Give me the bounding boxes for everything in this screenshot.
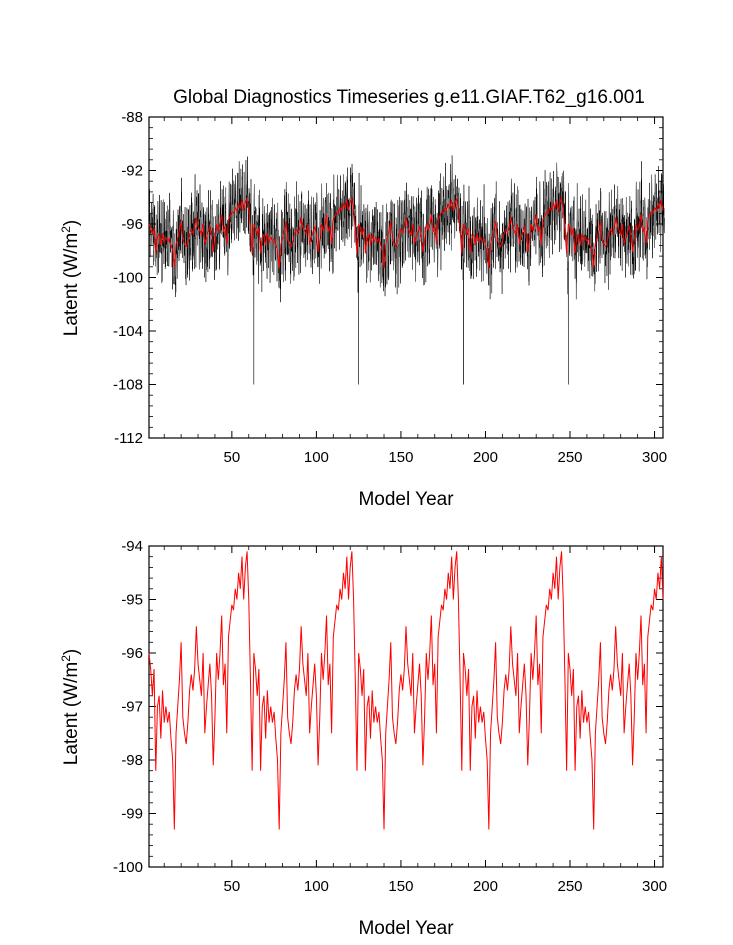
x-tick-label: 150 <box>388 449 413 466</box>
chart-title: Global Diagnostics Timeseries g.e11.GIAF… <box>173 87 645 108</box>
top-panel: 50 100 150 200 250 300 -88 -92 -96 -100 -104 -108 -1… <box>59 109 667 510</box>
x-tick-label: 200 <box>473 878 498 895</box>
x-tick-label: 250 <box>557 878 582 895</box>
x-tick-label: 250 <box>557 449 582 466</box>
x-tick-label: 100 <box>304 878 329 895</box>
x-tick-label: 200 <box>473 449 498 466</box>
y-tick-label: -88 <box>121 109 143 126</box>
x-tick-label: 300 <box>642 449 667 466</box>
y-tick-label: -100 <box>113 270 143 287</box>
x-tick-label: 50 <box>224 878 241 895</box>
annual-series-line <box>148 551 664 830</box>
x-tick-label: 50 <box>224 449 241 466</box>
y-tick-label: -99 <box>121 806 143 823</box>
bottom-ylabel-end: ) <box>61 649 82 655</box>
bottom-ylabel-sup: 2 <box>59 655 73 662</box>
y-tick-label: -96 <box>121 645 143 662</box>
top-xlabel: Model Year <box>358 489 454 510</box>
x-tick-label: 150 <box>388 878 413 895</box>
bottom-axis-ticks: 50 100 150 200 250 300 -94 -95 -96 -97 -98 -99 -100 <box>113 538 667 895</box>
x-tick-label: 100 <box>304 449 329 466</box>
x-tick-label: 300 <box>642 878 667 895</box>
y-tick-label: -92 <box>121 163 143 180</box>
bottom-series <box>148 551 664 830</box>
annual-series-line-top <box>148 196 664 269</box>
y-tick-label: -112 <box>114 430 143 447</box>
y-tick-label: -95 <box>121 592 143 609</box>
y-tick-label: -94 <box>121 538 143 555</box>
bottom-xlabel: Model Year <box>358 918 454 939</box>
monthly-series-line <box>148 155 665 385</box>
y-tick-label: -108 <box>113 377 143 394</box>
y-tick-label: -97 <box>121 699 143 716</box>
top-series <box>148 155 665 385</box>
y-tick-label: -98 <box>121 752 143 769</box>
bottom-ylabel: Latent (W/m2) <box>59 649 82 766</box>
bottom-ylabel-main: Latent (W/m <box>61 662 82 765</box>
y-tick-label: -96 <box>121 216 143 233</box>
top-ylabel-end: ) <box>61 220 82 226</box>
top-ylabel: Latent (W/m2) <box>59 220 82 337</box>
y-tick-label: -104 <box>113 323 143 340</box>
top-ylabel-sup: 2 <box>59 226 73 233</box>
top-plot-frame <box>148 116 664 439</box>
y-tick-label: -100 <box>113 859 143 876</box>
top-ylabel-main: Latent (W/m <box>61 233 82 336</box>
bottom-panel: 50 100 150 200 250 300-94-95-96-97-98-99-100 … <box>59 538 667 939</box>
top-axis-ticks: 50 100 150 200 250 300 -88 -92 -96 -100 -104 -108 -1… <box>113 109 667 466</box>
